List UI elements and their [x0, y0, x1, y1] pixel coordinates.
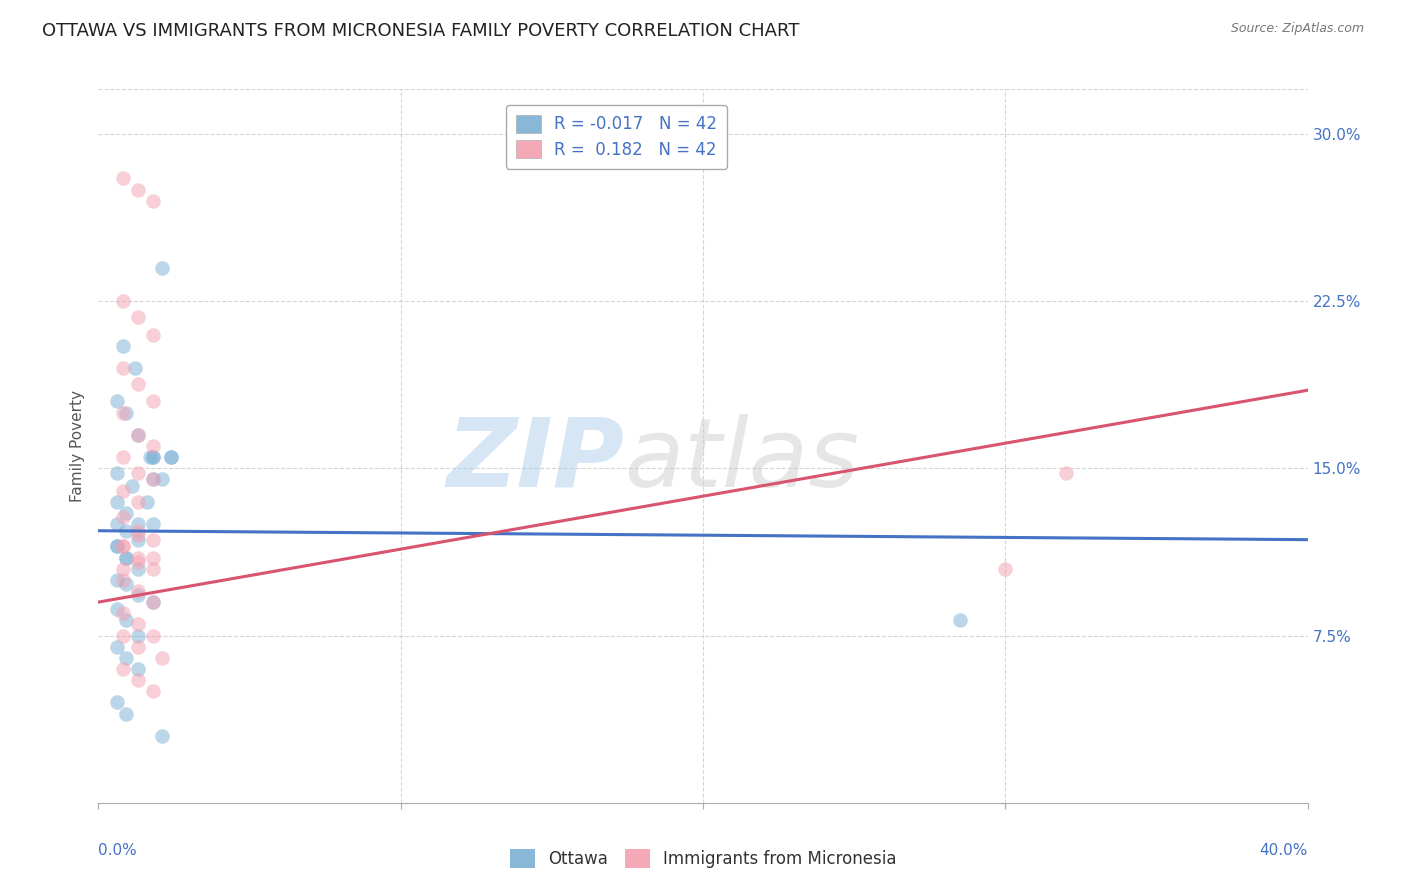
Point — [114, 706, 136, 721]
Point — [127, 555, 149, 569]
Text: ZIP: ZIP — [447, 414, 624, 507]
Point — [111, 628, 134, 642]
Point — [150, 260, 173, 275]
Legend: R = -0.017   N = 42, R =  0.182   N = 42: R = -0.017 N = 42, R = 0.182 N = 42 — [506, 104, 727, 169]
Point — [142, 516, 165, 531]
Point — [111, 360, 134, 375]
Point — [142, 550, 165, 565]
Point — [142, 327, 165, 342]
Point — [142, 533, 165, 547]
Point — [127, 628, 149, 642]
Point — [142, 595, 165, 609]
Text: 40.0%: 40.0% — [1260, 843, 1308, 858]
Point — [142, 194, 165, 208]
Point — [127, 589, 149, 603]
Point — [105, 494, 128, 508]
Point — [160, 450, 183, 464]
Point — [114, 524, 136, 538]
Point — [1054, 466, 1077, 480]
Point — [127, 617, 149, 632]
Point — [142, 450, 165, 464]
Point — [127, 533, 149, 547]
Point — [105, 539, 128, 553]
Point — [142, 684, 165, 698]
Point — [111, 405, 134, 419]
Point — [142, 473, 165, 487]
Point — [114, 577, 136, 591]
Point — [114, 550, 136, 565]
Point — [127, 310, 149, 324]
Point — [127, 524, 149, 538]
Point — [127, 466, 149, 480]
Point — [127, 662, 149, 676]
Text: 0.0%: 0.0% — [98, 843, 138, 858]
Point — [127, 640, 149, 654]
Point — [150, 651, 173, 665]
Point — [105, 602, 128, 616]
Point — [127, 562, 149, 576]
Point — [105, 640, 128, 654]
Point — [994, 562, 1017, 576]
Point — [142, 450, 165, 464]
Point — [114, 550, 136, 565]
Point — [111, 539, 134, 553]
Point — [111, 293, 134, 308]
Point — [127, 583, 149, 598]
Point — [142, 394, 165, 409]
Point — [105, 394, 128, 409]
Point — [111, 171, 134, 186]
Point — [127, 376, 149, 391]
Point — [111, 562, 134, 576]
Point — [127, 673, 149, 687]
Point — [135, 494, 157, 508]
Point — [142, 595, 165, 609]
Point — [127, 550, 149, 565]
Point — [160, 450, 183, 464]
Point — [127, 516, 149, 531]
Point — [111, 662, 134, 676]
Point — [949, 613, 972, 627]
Point — [105, 696, 128, 710]
Point — [111, 483, 134, 498]
Point — [111, 573, 134, 587]
Point — [114, 506, 136, 520]
Point — [150, 473, 173, 487]
Point — [105, 516, 128, 531]
Point — [127, 427, 149, 442]
Point — [121, 479, 143, 493]
Point — [142, 562, 165, 576]
Point — [111, 510, 134, 524]
Point — [142, 473, 165, 487]
Point — [124, 360, 146, 375]
Point — [127, 528, 149, 542]
Point — [127, 182, 149, 196]
Point — [127, 427, 149, 442]
Point — [105, 573, 128, 587]
Text: Source: ZipAtlas.com: Source: ZipAtlas.com — [1230, 22, 1364, 36]
Y-axis label: Family Poverty: Family Poverty — [70, 390, 86, 502]
Point — [139, 450, 162, 464]
Point — [150, 729, 173, 743]
Point — [142, 439, 165, 453]
Point — [111, 450, 134, 464]
Text: atlas: atlas — [624, 414, 859, 507]
Legend: Ottawa, Immigrants from Micronesia: Ottawa, Immigrants from Micronesia — [503, 843, 903, 875]
Point — [105, 466, 128, 480]
Point — [114, 651, 136, 665]
Point — [111, 607, 134, 621]
Point — [111, 338, 134, 352]
Point — [127, 494, 149, 508]
Point — [111, 539, 134, 553]
Point — [105, 539, 128, 553]
Point — [114, 405, 136, 419]
Point — [142, 628, 165, 642]
Point — [114, 613, 136, 627]
Text: OTTAWA VS IMMIGRANTS FROM MICRONESIA FAMILY POVERTY CORRELATION CHART: OTTAWA VS IMMIGRANTS FROM MICRONESIA FAM… — [42, 22, 800, 40]
